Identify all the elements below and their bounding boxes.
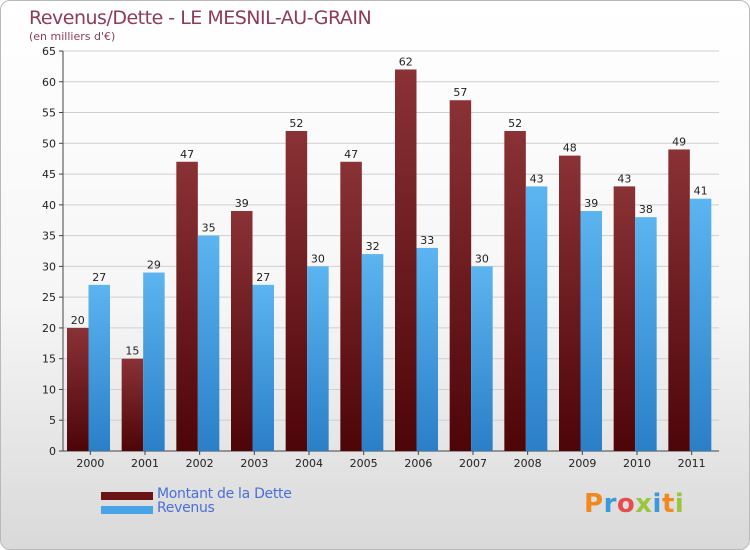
bar-revenus [689,198,712,451]
data-label-dette: 62 [399,55,413,68]
bar-revenus [580,211,602,451]
x-tick-label: 2005 [350,457,378,470]
legend-swatch-revenus [101,506,153,514]
bar-dette [504,131,526,451]
data-label-dette: 48 [563,142,577,155]
data-label-revenus: 35 [202,222,216,235]
data-label-dette: 15 [125,345,139,358]
data-label-dette: 39 [235,197,249,210]
y-tick-label: 15 [42,353,56,366]
data-label-revenus: 43 [530,172,544,185]
y-tick-label: 20 [42,322,56,335]
proxiti-logo: Proxiti [584,489,685,519]
bar-revenus [143,272,165,451]
y-tick-label: 25 [42,291,56,304]
y-tick-label: 65 [42,45,56,58]
bar-dette [668,149,690,451]
x-tick-label: 2004 [295,457,323,470]
bar-dette [613,186,636,451]
x-tick-label: 2010 [623,457,651,470]
data-label-revenus: 33 [420,234,434,247]
x-tick-label: 2002 [186,457,214,470]
bar-dette [176,161,198,451]
bar-dette [121,358,144,451]
chart-subtitle: (en milliers d'€) [29,30,116,43]
y-tick-label: 0 [49,445,56,458]
bar-revenus [361,254,384,451]
data-label-dette: 47 [344,148,358,161]
data-label-revenus: 38 [639,203,653,216]
x-tick-label: 2009 [568,457,596,470]
data-label-revenus: 39 [584,197,598,210]
x-tick-label: 2001 [131,457,159,470]
data-label-revenus: 29 [147,259,161,272]
y-tick-label: 35 [42,230,56,243]
y-tick-label: 60 [42,76,56,89]
data-label-revenus: 32 [366,240,380,253]
bar-dette [67,327,89,451]
legend-label-dette: Montant de la Dette [157,486,292,502]
bar-dette [340,161,362,451]
data-label-dette: 20 [71,314,85,327]
bar-revenus [471,266,493,451]
bar-dette [395,69,417,451]
bar-revenus [635,217,657,451]
bar-dette [285,131,308,451]
x-tick-label: 2006 [404,457,432,470]
bar-revenus [307,266,329,451]
data-label-revenus: 30 [311,252,325,265]
bar-chart: 0 5 10 15 20 25 30 35 40 45 50 55 60 65 20 27 2000 15 29 20… [42,45,719,470]
data-label-revenus: 27 [92,271,106,284]
data-label-dette: 57 [453,86,467,99]
data-label-revenus: 41 [694,185,708,198]
y-tick-label: 30 [42,260,56,273]
x-tick-label: 2000 [76,457,104,470]
chart-title: Revenus/Dette - LE MESNIL-AU-GRAIN [29,7,372,29]
y-tick-label: 40 [42,199,56,212]
bar-revenus [416,247,438,451]
data-label-revenus: 30 [475,252,489,265]
bar-revenus [525,186,548,451]
bar-revenus [88,284,110,451]
y-tick-label: 5 [49,414,56,427]
bar-revenus [252,284,274,451]
x-tick-label: 2007 [459,457,487,470]
data-label-dette: 49 [672,135,686,148]
data-label-revenus: 27 [256,271,270,284]
bar-revenus [197,235,220,451]
y-tick-label: 45 [42,168,56,181]
legend-swatch-dette [101,492,153,500]
data-label-dette: 47 [180,148,194,161]
x-tick-label: 2008 [514,457,542,470]
x-tick-label: 2011 [678,457,706,470]
x-tick-label: 2003 [240,457,268,470]
bar-dette [231,211,253,451]
y-tick-label: 10 [42,383,56,396]
y-tick-label: 55 [42,107,56,120]
data-label-dette: 43 [617,172,631,185]
bar-dette [449,100,472,451]
legend-label-revenus: Revenus [157,500,215,516]
bar-dette [559,155,581,451]
data-label-dette: 52 [289,117,303,130]
y-tick-label: 50 [42,137,56,150]
data-label-dette: 52 [508,117,522,130]
